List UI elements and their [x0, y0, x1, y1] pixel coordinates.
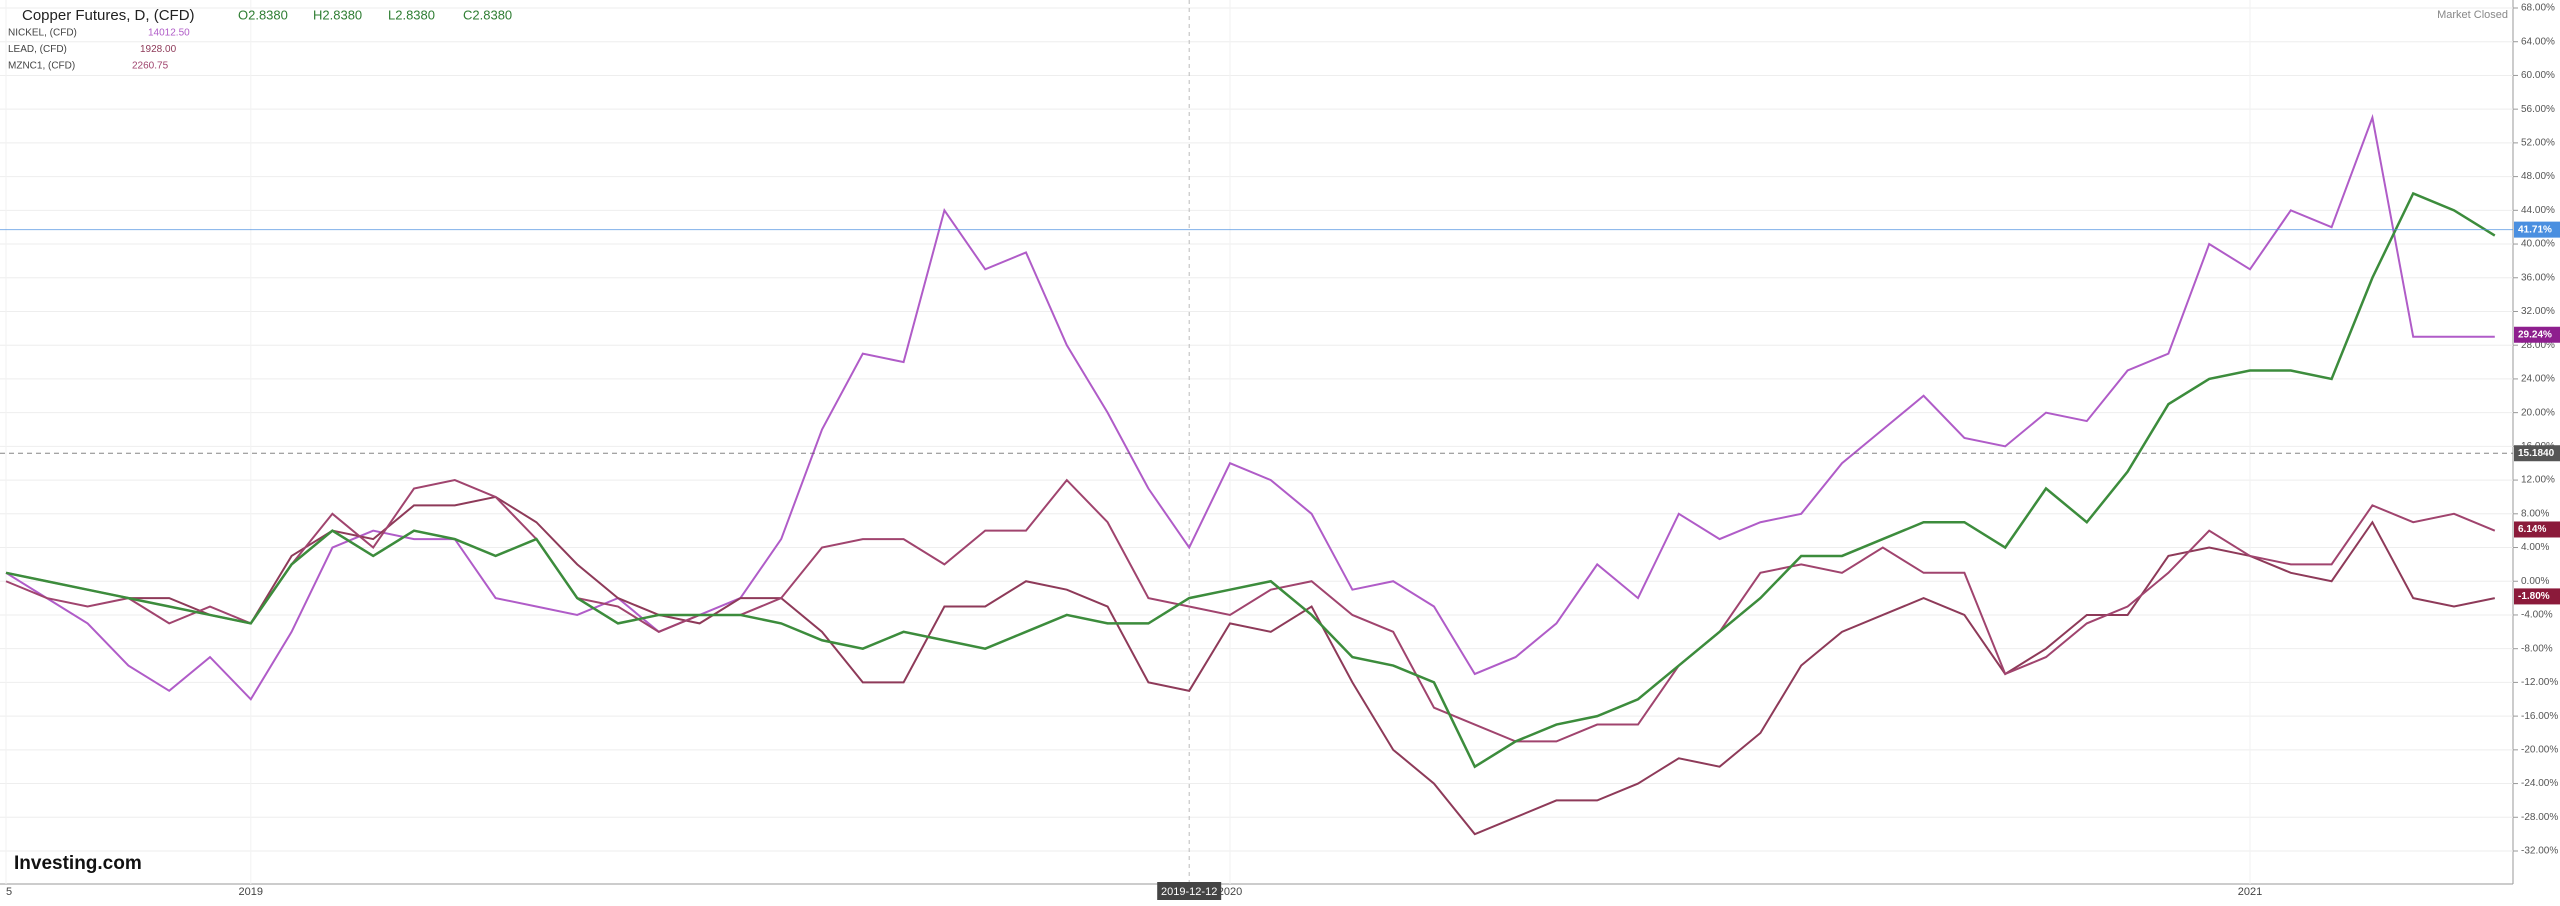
y-tick-label: -12.00%: [2521, 677, 2558, 688]
price-tag-label: 41.71%: [2518, 224, 2552, 235]
y-tick-label: 12.00%: [2521, 475, 2555, 486]
price-tag-label: 6.14%: [2518, 524, 2546, 535]
y-tick-label: -8.00%: [2521, 643, 2553, 654]
y-tick-label: 56.00%: [2521, 104, 2555, 115]
y-tick-label: 8.00%: [2521, 508, 2549, 519]
y-tick-label: -16.00%: [2521, 711, 2558, 722]
y-tick-label: 40.00%: [2521, 239, 2555, 250]
y-tick-label: 32.00%: [2521, 306, 2555, 317]
crosshair-label-bg: [1157, 882, 1222, 900]
market-status: Market Closed: [2437, 9, 2508, 21]
price-tag-label: -1.80%: [2518, 591, 2550, 602]
main-line: [5, 191, 2496, 769]
price-tag: [2514, 445, 2560, 462]
y-tick-label: 36.00%: [2521, 272, 2555, 283]
legend: NICKEL, (CFD) 14012.50 LEAD, (CFD) 1928.00 M…: [8, 28, 190, 72]
y-tick-label: -4.00%: [2521, 610, 2553, 621]
ohlc-value: L2.8380: [388, 7, 435, 22]
overlay: 41.71% 29.24% 15.1840 6.14% -1.80%: [0, 221, 2560, 605]
logo: Investing.com: [14, 853, 142, 874]
y-tick-label: 28.00%: [2521, 340, 2555, 351]
legend-value: 14012.50: [148, 28, 190, 39]
y-tick-label: 60.00%: [2521, 70, 2555, 81]
price-tag-label: 15.1840: [2518, 448, 2555, 459]
price-tag-label: 29.24%: [2518, 329, 2552, 340]
x-tick-label: 2021: [2238, 886, 2262, 898]
ohlc-value: H2.8380: [313, 7, 362, 22]
plot: [5, 113, 2496, 836]
y-tick-label: -24.00%: [2521, 778, 2558, 789]
ohlc-value: C2.8380: [463, 7, 512, 22]
series-line: [5, 113, 2495, 701]
price-tag: [2514, 326, 2560, 343]
y-tick-label: 44.00%: [2521, 205, 2555, 216]
legend-label[interactable]: LEAD, (CFD): [8, 44, 67, 55]
legend-label[interactable]: NICKEL, (CFD): [8, 28, 77, 39]
x-tick-label: 2019: [239, 886, 263, 898]
x-tick-label: 2020: [1218, 886, 1242, 898]
y-tick-label: 48.00%: [2521, 171, 2555, 182]
y-tick-label: 52.00%: [2521, 138, 2555, 149]
x-tick-label: 5: [6, 886, 12, 898]
legend-value: 2260.75: [132, 61, 169, 72]
y-tick-label: 24.00%: [2521, 374, 2555, 385]
y-tick-label: -32.00%: [2521, 846, 2558, 857]
legend-value: 1928.00: [140, 44, 177, 55]
series-line: [5, 478, 2496, 743]
ohlc-value: O2.8380: [238, 7, 288, 22]
ohlc: O2.8380 H2.8380 L2.8380 C2.8380: [238, 7, 512, 22]
chart-title[interactable]: Copper Futures, D, (CFD): [22, 7, 195, 24]
x-tick-label: 2019-12-12: [1161, 886, 1217, 898]
y-tick-label: -20.00%: [2521, 744, 2558, 755]
price-tag: [2514, 221, 2560, 238]
y-tick-label: 64.00%: [2521, 36, 2555, 47]
price-tag: [2514, 588, 2560, 605]
legend-label[interactable]: MZNC1, (CFD): [8, 61, 75, 72]
y-tick-label: -28.00%: [2521, 812, 2558, 823]
y-tick-label: 20.00%: [2521, 407, 2555, 418]
y-tick-label: 0.00%: [2521, 576, 2549, 587]
price-tag: [2514, 521, 2560, 538]
y-tick-label: 68.00%: [2521, 3, 2555, 14]
series-line: [5, 495, 2496, 836]
y-tick-label: 4.00%: [2521, 542, 2549, 553]
